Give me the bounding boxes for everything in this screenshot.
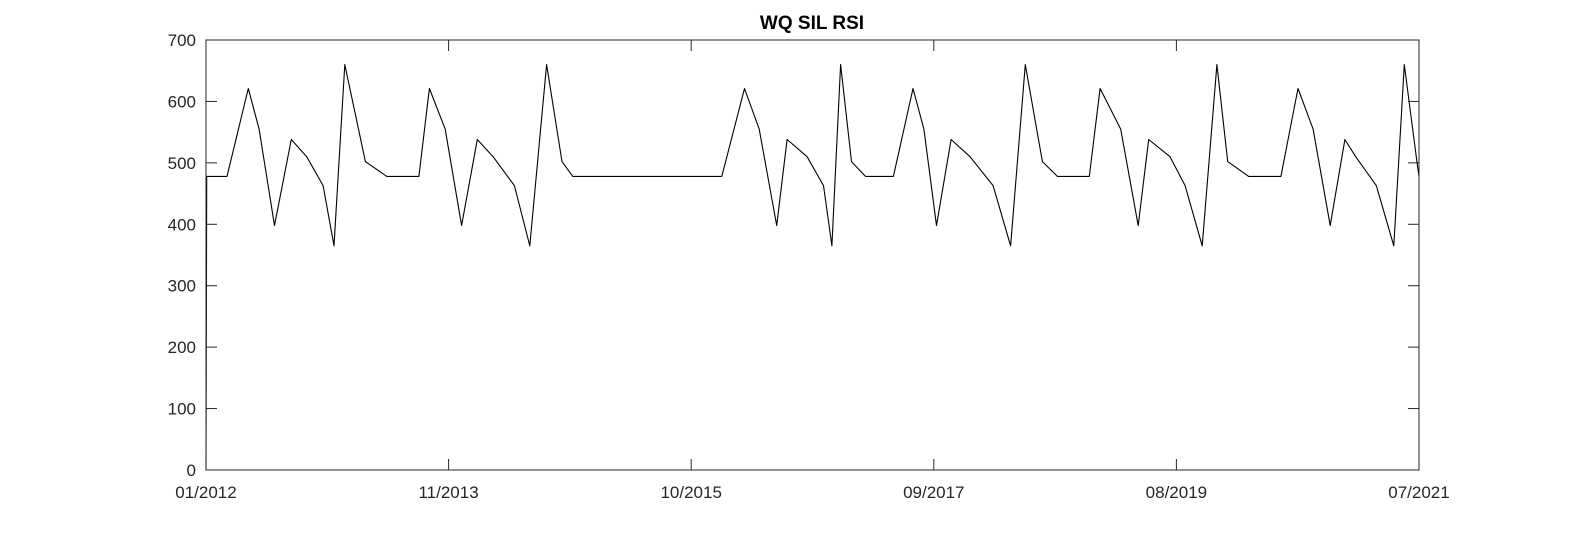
chart-title: WQ SIL RSI: [760, 13, 864, 34]
y-tick-label: 200: [168, 338, 196, 357]
y-tick-label: 0: [187, 461, 196, 480]
y-tick-label: 300: [168, 277, 196, 296]
x-tick-label: 11/2013: [418, 483, 478, 502]
x-axis: 01/2012 11/2013 10/2015 09/2017 08/2019 07/20…: [175, 40, 1450, 502]
plot-area-border: [205, 39, 1420, 471]
x-tick-label: 01/2012: [175, 483, 236, 502]
y-axis: 0 100 200 300 400 500 600 700: [168, 31, 1419, 480]
x-tick-label: 07/2021: [1388, 483, 1449, 502]
y-tick-label: 400: [168, 215, 196, 234]
x-tick-label: 08/2019: [1146, 483, 1207, 502]
x-tick-label: 09/2017: [903, 483, 964, 502]
y-tick-label: 700: [168, 31, 196, 50]
y-tick-label: 500: [168, 154, 196, 173]
y-tick-label: 600: [168, 92, 196, 111]
x-tick-label: 10/2015: [660, 483, 721, 502]
y-tick-label: 100: [168, 400, 196, 419]
series-line: [205, 64, 1420, 471]
